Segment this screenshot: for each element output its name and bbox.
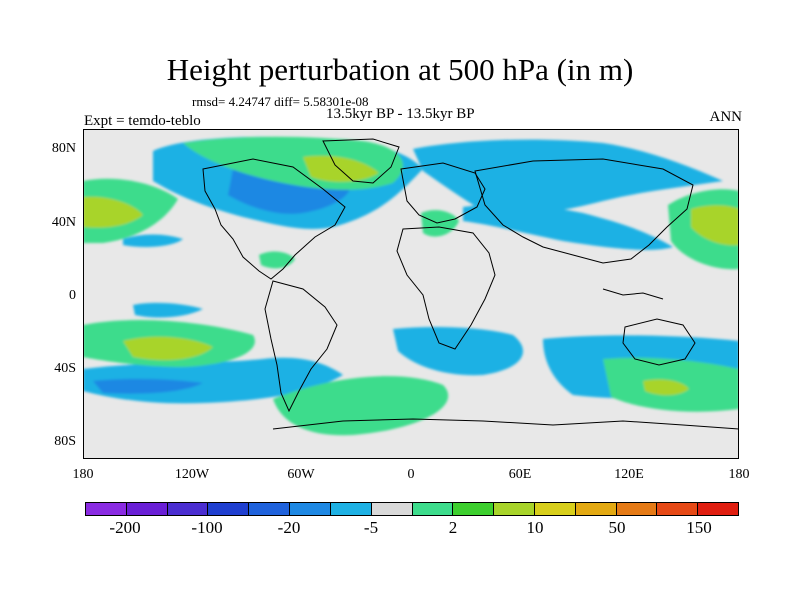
colorbar-label: -5	[363, 518, 379, 537]
colorbar-swatch	[453, 503, 495, 515]
colorbar-swatch	[167, 503, 209, 515]
colorbar	[85, 502, 739, 516]
colorbar-label: 50	[608, 518, 626, 537]
contour-negative-pacific-north	[123, 234, 183, 247]
colorbar-label: 10	[526, 518, 544, 537]
lat-label-80s: 80S	[54, 434, 76, 449]
season-label: ANN	[709, 109, 743, 125]
contour-negative-south-inner	[93, 378, 203, 394]
colorbar-swatch	[249, 503, 291, 515]
lon-label-0: 0	[407, 467, 415, 482]
lat-label-40s: 40S	[54, 361, 76, 376]
experiment-label: Expt = temdo-teblo	[84, 113, 201, 129]
colorbar-swatch	[208, 503, 250, 515]
contour-positive-greenland-inner	[303, 155, 379, 182]
lat-label-80n: 80N	[51, 141, 76, 156]
colorbar-swatch	[575, 503, 617, 515]
lon-label-180w: 180	[72, 467, 94, 482]
colorbar-label: -200	[109, 518, 141, 537]
contour-negative-arctic	[413, 139, 723, 215]
contour-positive-caribbean	[259, 251, 295, 269]
greenland-coast	[322, 138, 400, 184]
colorbar-swatch	[534, 503, 576, 515]
antarctica-coast	[272, 418, 739, 430]
lon-label-60w: 60W	[287, 467, 315, 482]
colorbar-swatch	[330, 503, 372, 515]
south-america-coast	[264, 280, 338, 413]
asia-coast	[474, 158, 694, 264]
contour-positive-pacific-ne-inner	[83, 196, 143, 228]
colorbar-label: 150	[686, 518, 712, 537]
colorbar-swatch	[290, 503, 331, 515]
contour-negative-asia	[463, 204, 673, 250]
colorbar-label: 2	[448, 518, 458, 537]
plot-title: Height perturbation at 500 hPa (in m)	[166, 52, 634, 87]
contour-positive-europe	[421, 210, 459, 237]
australia-coast	[622, 318, 696, 366]
colorbar-label: -20	[277, 518, 301, 537]
africa-coast	[396, 226, 496, 350]
indonesia-coast	[602, 288, 664, 300]
lat-label-40n: 40N	[51, 215, 76, 230]
period-label: 13.5kyr BP - 13.5kyr BP	[326, 106, 475, 122]
contour-negative-pacific-eq	[133, 302, 203, 318]
colorbar-swatch	[698, 503, 738, 515]
contour-positive-indian-south-inner	[643, 379, 689, 396]
lon-label-120e: 120E	[614, 467, 644, 482]
contour-fields	[83, 136, 739, 436]
contour-positive-pacific-nw-inner	[691, 205, 739, 246]
europe-coast	[400, 162, 486, 224]
lat-label-0: 0	[69, 288, 76, 303]
coastlines	[202, 138, 739, 430]
colorbar-swatch	[412, 503, 454, 515]
colorbar-swatch	[657, 503, 699, 515]
rmsd-label: rmsd= 4.24747 diff= 5.58301e-08	[192, 94, 369, 109]
contour-positive-southern	[273, 376, 449, 436]
map-border	[83, 129, 739, 459]
lon-label-180e: 180	[728, 467, 750, 482]
colorbar-swatch	[86, 503, 127, 515]
colorbar-swatch	[494, 503, 535, 515]
colorbar-label: -100	[191, 518, 223, 537]
map-plot	[83, 129, 739, 459]
lon-label-60e: 60E	[508, 467, 532, 482]
lon-label-120w: 120W	[174, 467, 210, 482]
colorbar-swatch	[616, 503, 658, 515]
colorbar-swatch	[126, 503, 168, 515]
colorbar-swatch	[371, 503, 413, 515]
north-america-coast	[202, 158, 346, 280]
contour-positive-south-pacific-inner	[123, 336, 213, 361]
contour-negative-atlantic-south	[393, 327, 523, 376]
